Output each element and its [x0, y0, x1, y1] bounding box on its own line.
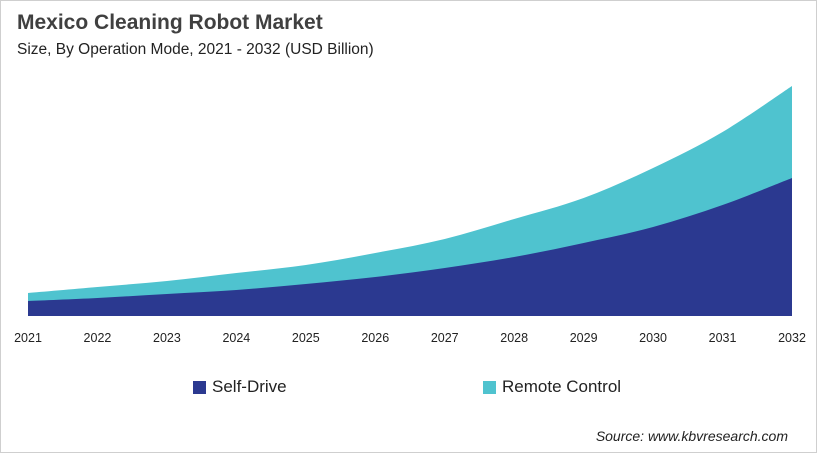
legend-label-self-drive: Self-Drive [212, 377, 287, 396]
x-tick-label: 2025 [292, 331, 320, 345]
chart-subtitle: Size, By Operation Mode, 2021 - 2032 (US… [17, 41, 374, 58]
x-tick-label: 2024 [222, 331, 250, 345]
x-tick-label: 2027 [431, 331, 459, 345]
x-tick-label: 2030 [639, 331, 667, 345]
x-tick-label: 2031 [709, 331, 737, 345]
x-tick-label: 2029 [570, 331, 598, 345]
x-tick-label: 2021 [14, 331, 42, 345]
source-note: Source: www.kbvresearch.com [595, 428, 788, 444]
area-self-drive [28, 178, 792, 316]
x-tick-label: 2026 [361, 331, 389, 345]
legend-swatch-self-drive [193, 380, 206, 394]
legend-item-remote-control: Remote Control [483, 377, 621, 397]
chart-title: Mexico Cleaning Robot Market [17, 11, 323, 34]
x-tick-label: 2022 [84, 331, 112, 345]
x-tick-label: 2028 [500, 331, 528, 345]
legend-swatch-remote-control [483, 380, 496, 394]
x-tick-label: 2023 [153, 331, 181, 345]
legend-item-self-drive: Self-Drive [193, 377, 287, 397]
x-tick-label: 2032 [778, 331, 806, 345]
legend-label-remote-control: Remote Control [502, 377, 622, 396]
